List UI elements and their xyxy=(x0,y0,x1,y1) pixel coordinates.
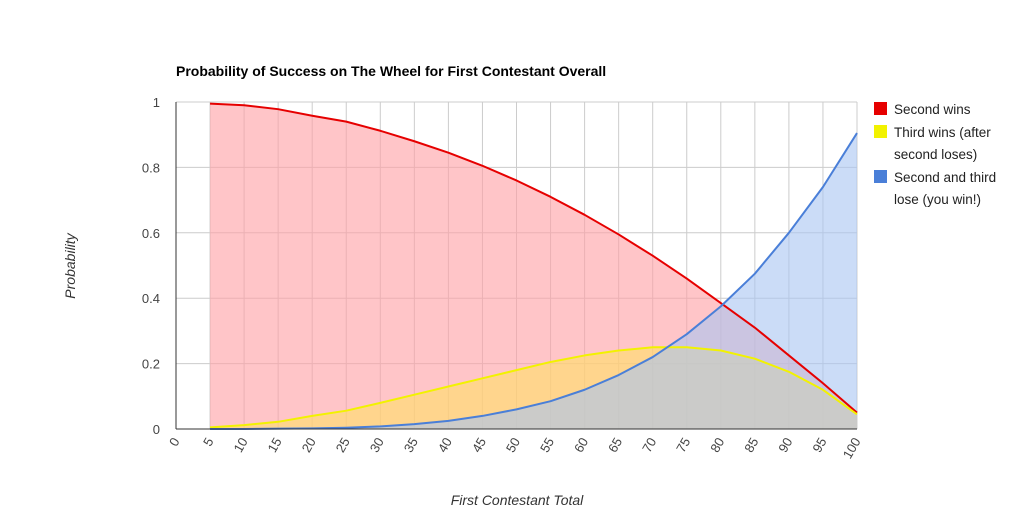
x-tick-label: 40 xyxy=(435,435,455,455)
legend-label-1: Third wins (after second loses) xyxy=(894,125,991,162)
x-tick-label: 65 xyxy=(605,435,625,455)
legend: Second wins Third wins (after second loses… xyxy=(874,102,996,207)
x-tick-label: 75 xyxy=(673,435,693,455)
x-tick-label: 10 xyxy=(230,435,250,455)
x-tick-label: 20 xyxy=(299,435,319,455)
y-tick-labels: 0 0.2 0.4 0.6 0.8 1 xyxy=(142,95,160,437)
x-tick-label: 5 xyxy=(200,435,217,449)
y-tick-label: 0.4 xyxy=(142,291,160,306)
x-tick-label: 100 xyxy=(840,435,864,461)
x-tick-label: 50 xyxy=(503,435,523,455)
y-axis-label: Probability xyxy=(62,232,78,298)
legend-label-2: Second and third lose (you win!) xyxy=(894,170,996,207)
x-tick-label: 95 xyxy=(809,435,829,455)
x-tick-label: 30 xyxy=(367,435,387,455)
y-tick-label: 0 xyxy=(153,422,160,437)
x-tick-label: 35 xyxy=(401,435,421,455)
x-tick-label: 90 xyxy=(775,435,795,455)
legend-swatch-2 xyxy=(874,170,887,183)
x-tick-label: 80 xyxy=(707,435,727,455)
x-tick-label: 60 xyxy=(571,435,591,455)
legend-swatch-0 xyxy=(874,102,887,115)
legend-swatch-1 xyxy=(874,125,887,138)
y-tick-label: 0.2 xyxy=(142,357,160,372)
x-tick-label: 85 xyxy=(741,435,761,455)
y-tick-label: 0.6 xyxy=(142,226,160,241)
legend-label-0: Second wins xyxy=(894,102,971,117)
x-tick-labels: 0 5 10 15 20 25 30 35 40 45 50 55 60 65 70 75 80 85 90 95 10… xyxy=(166,435,864,461)
x-axis-label: First Contestant Total xyxy=(451,492,584,508)
x-tick-label: 0 xyxy=(166,435,183,449)
x-tick-label: 25 xyxy=(333,435,353,455)
y-tick-label: 1 xyxy=(153,95,160,110)
x-tick-label: 15 xyxy=(265,435,285,455)
y-tick-label: 0.8 xyxy=(142,160,160,175)
x-tick-label: 45 xyxy=(469,435,489,455)
chart-title: Probability of Success on The Wheel for … xyxy=(176,63,606,79)
x-tick-label: 55 xyxy=(537,435,557,455)
x-tick-label: 70 xyxy=(639,435,659,455)
